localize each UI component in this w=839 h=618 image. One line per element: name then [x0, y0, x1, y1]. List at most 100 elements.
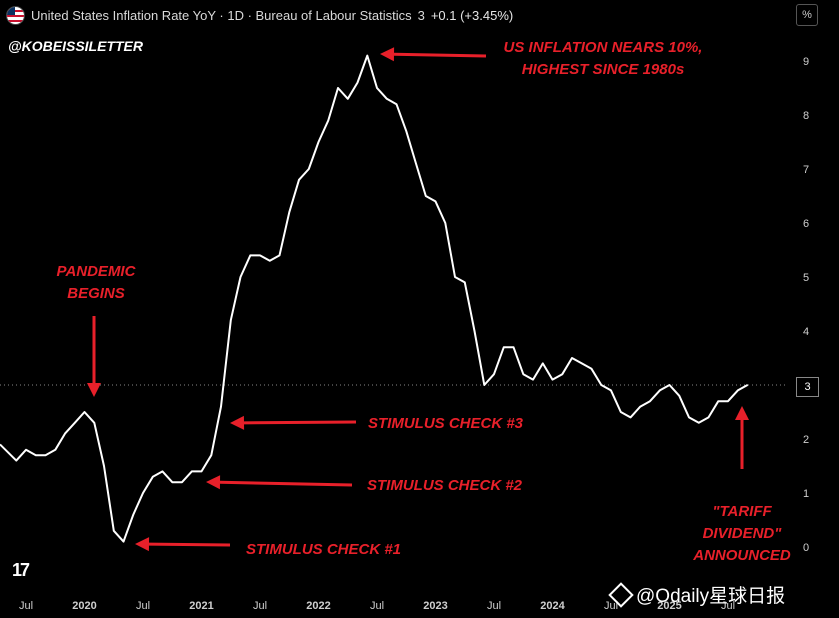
data-point [25, 449, 27, 451]
data-point [171, 481, 173, 483]
data-point [142, 492, 144, 494]
x-tick-label: 2020 [72, 600, 96, 612]
annotation-tariff-line1: "TARIFF [712, 503, 772, 520]
data-point [649, 400, 651, 402]
data-point [152, 476, 154, 478]
annotation-tariff: "TARIFF DIVIDEND" ANNOUNCED [682, 501, 802, 567]
annotation-pandemic: PANDEMIC BEGINS [36, 261, 156, 305]
data-point [464, 281, 466, 283]
data-point [356, 82, 359, 84]
data-point [561, 373, 563, 375]
x-tick-label: 2023 [423, 600, 447, 612]
arrow-pandemic [87, 316, 101, 397]
data-point [444, 222, 446, 224]
y-tick-label: 2 [803, 434, 809, 446]
y-tick-label: 1 [803, 488, 809, 500]
data-point [512, 346, 515, 348]
data-point [298, 179, 300, 181]
x-tick-label: Jul [487, 600, 501, 612]
data-point [503, 346, 505, 348]
annotation-stimulus-2: STIMULUS CHECK #2 [367, 477, 523, 494]
y-tick-label: 5 [803, 272, 809, 284]
chart-header: United States Inflation Rate YoY · 1D · … [6, 5, 513, 25]
x-tick-label: Jul [370, 600, 384, 612]
annotation-us-inflation: US INFLATION NEARS 10%, HIGHEST SINCE 19… [478, 37, 728, 81]
data-point [668, 384, 671, 386]
watermark-text: @Odaily星球日报 [636, 586, 786, 607]
data-point [35, 454, 37, 456]
y-tick-label: 7 [803, 164, 809, 176]
data-point [54, 449, 56, 451]
data-point [698, 422, 700, 424]
diamond-logo-icon [608, 581, 634, 608]
data-point [191, 470, 193, 472]
data-point [317, 141, 320, 143]
percent-scale-button[interactable]: % [796, 4, 818, 26]
y-tick-label: 6 [803, 218, 809, 230]
data-point [473, 330, 476, 332]
data-point [727, 400, 729, 402]
arrow-stimulus-3 [230, 415, 357, 430]
data-point [581, 362, 583, 364]
data-point [278, 254, 281, 256]
x-tick-label: 2021 [189, 600, 213, 612]
last-value-marker: 3 [796, 377, 819, 397]
y-axis-ticks: 0123456789 [803, 56, 809, 554]
data-point [522, 373, 524, 375]
annotation-pandemic-line2: BEGINS [67, 285, 125, 302]
data-point [746, 384, 749, 386]
y-tick-label: 4 [803, 326, 809, 338]
author-handle: @KOBEISSILETTER [8, 38, 143, 54]
data-point [688, 416, 690, 418]
data-point [434, 200, 437, 202]
data-point [493, 373, 495, 375]
data-point [571, 357, 573, 359]
x-tick-label: 2024 [540, 600, 565, 612]
data-point [376, 87, 378, 89]
data-point [122, 541, 125, 543]
data-point [161, 470, 164, 472]
x-tick-label: Jul [721, 600, 735, 612]
data-point [74, 422, 76, 424]
annotation-pandemic-line1: PANDEMIC [56, 263, 136, 280]
arrow-tariff [735, 406, 749, 469]
data-point [132, 514, 134, 516]
data-point [44, 454, 47, 456]
data-point [288, 211, 290, 213]
data-point [15, 460, 17, 462]
data-point [532, 379, 534, 381]
data-point [386, 98, 388, 100]
data-point [659, 389, 661, 391]
data-point [249, 254, 251, 256]
data-point [220, 406, 222, 408]
x-tick-label: 2022 [306, 600, 330, 612]
last-value: 3 [417, 7, 425, 23]
data-point [200, 470, 203, 472]
data-point [230, 319, 232, 321]
data-point [717, 400, 719, 402]
data-point [308, 168, 310, 170]
annotation-us-inflation-line1: US INFLATION NEARS 10%, [503, 39, 703, 56]
data-point [678, 395, 680, 397]
data-point [415, 163, 417, 165]
data-point [366, 55, 368, 57]
data-point [629, 416, 632, 418]
change-value: +0.1 (+3.45%) [430, 7, 514, 23]
data-point [327, 119, 329, 121]
data-point [639, 406, 641, 408]
x-tick-label: Jul [253, 600, 267, 612]
inflation-data-points [15, 55, 749, 543]
data-point [737, 389, 739, 391]
data-point [542, 362, 544, 364]
data-point [83, 411, 86, 413]
annotation-stimulus-3: STIMULUS CHECK #3 [368, 415, 524, 432]
watermark: @Odaily星球日报 [608, 581, 786, 608]
us-flag-icon [6, 5, 25, 25]
data-point [64, 433, 66, 435]
x-tick-label: Jul [136, 600, 150, 612]
data-point [590, 368, 593, 370]
data-point [269, 260, 271, 262]
data-point [113, 530, 115, 532]
data-point [347, 98, 349, 100]
